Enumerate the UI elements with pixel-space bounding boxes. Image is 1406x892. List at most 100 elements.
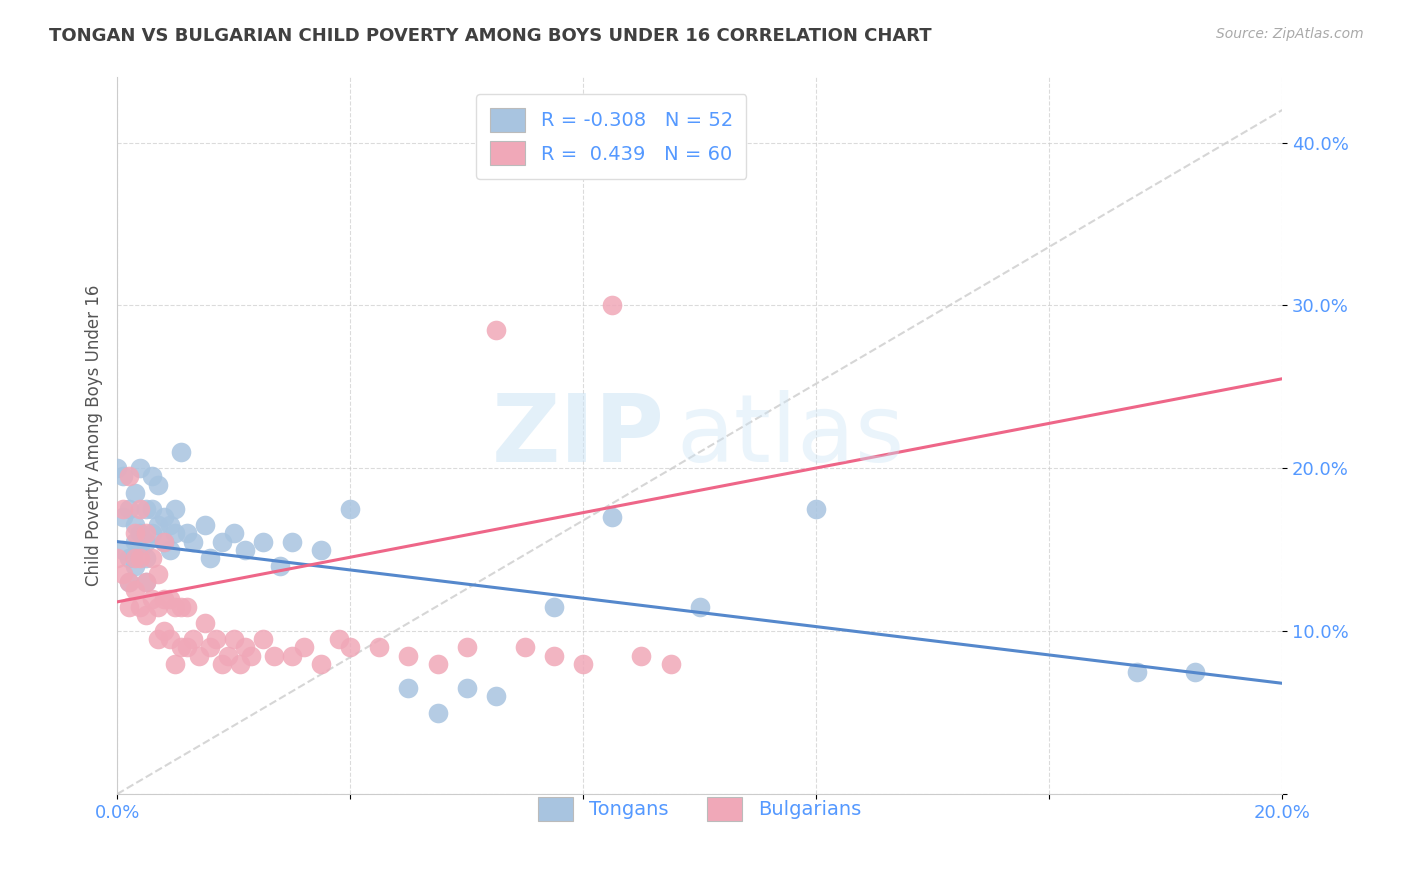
Y-axis label: Child Poverty Among Boys Under 16: Child Poverty Among Boys Under 16: [86, 285, 103, 586]
Point: [689, 599, 711, 614]
Point: [146, 477, 169, 491]
Point: [176, 526, 198, 541]
Point: [111, 567, 134, 582]
Point: [217, 648, 239, 663]
Point: [129, 599, 152, 614]
Point: [152, 510, 174, 524]
Point: [141, 591, 163, 606]
Point: [292, 640, 315, 655]
Point: [165, 502, 187, 516]
Point: [129, 542, 152, 557]
Point: [252, 632, 274, 647]
Point: [211, 534, 233, 549]
Point: [124, 583, 146, 598]
Point: [193, 518, 215, 533]
Point: [105, 550, 128, 565]
Point: [118, 575, 141, 590]
Point: [1125, 665, 1147, 679]
Point: [222, 632, 245, 647]
Point: [368, 640, 391, 655]
Point: [398, 648, 420, 663]
Point: [105, 461, 128, 475]
Point: [200, 640, 222, 655]
Point: [211, 657, 233, 671]
Point: [426, 706, 449, 720]
Point: [165, 657, 187, 671]
Point: [118, 550, 141, 565]
Point: [152, 624, 174, 639]
Point: [111, 469, 134, 483]
Point: [456, 681, 478, 696]
Point: [111, 502, 134, 516]
Point: [124, 534, 146, 549]
Point: [118, 599, 141, 614]
Point: [806, 502, 828, 516]
Point: [205, 632, 228, 647]
Point: [129, 502, 152, 516]
Point: [146, 599, 169, 614]
Point: [124, 526, 146, 541]
Point: [159, 591, 181, 606]
Point: [146, 518, 169, 533]
Point: [141, 502, 163, 516]
Point: [281, 534, 304, 549]
Point: [193, 615, 215, 630]
Point: [309, 657, 332, 671]
Point: [135, 534, 157, 549]
Point: [222, 526, 245, 541]
Point: [135, 607, 157, 622]
Point: [159, 518, 181, 533]
Point: [659, 657, 682, 671]
Point: [630, 648, 652, 663]
Point: [152, 534, 174, 549]
Point: [135, 575, 157, 590]
Point: [146, 567, 169, 582]
Point: [118, 502, 141, 516]
Point: [328, 632, 350, 647]
Point: [572, 657, 595, 671]
Point: [281, 648, 304, 663]
Point: [269, 559, 291, 574]
Text: atlas: atlas: [676, 390, 904, 482]
Point: [135, 575, 157, 590]
Point: [129, 461, 152, 475]
Point: [118, 575, 141, 590]
Point: [543, 599, 565, 614]
Point: [339, 502, 361, 516]
Point: [124, 550, 146, 565]
Point: [124, 559, 146, 574]
Point: [170, 599, 193, 614]
Point: [176, 599, 198, 614]
Point: [111, 542, 134, 557]
Point: [181, 534, 204, 549]
Point: [159, 632, 181, 647]
Point: [485, 323, 508, 337]
Point: [111, 510, 134, 524]
Point: [233, 542, 256, 557]
Point: [233, 640, 256, 655]
Point: [124, 518, 146, 533]
Point: [252, 534, 274, 549]
Point: [339, 640, 361, 655]
Point: [1184, 665, 1206, 679]
Text: TONGAN VS BULGARIAN CHILD POVERTY AMONG BOYS UNDER 16 CORRELATION CHART: TONGAN VS BULGARIAN CHILD POVERTY AMONG …: [49, 27, 932, 45]
Point: [543, 648, 565, 663]
Point: [170, 640, 193, 655]
Point: [141, 550, 163, 565]
Point: [602, 298, 624, 312]
Legend: Tongans, Bulgarians: Tongans, Bulgarians: [524, 783, 875, 835]
Point: [485, 690, 508, 704]
Point: [135, 502, 157, 516]
Point: [129, 526, 152, 541]
Text: ZIP: ZIP: [492, 390, 665, 482]
Point: [187, 648, 209, 663]
Point: [181, 632, 204, 647]
Point: [141, 469, 163, 483]
Point: [165, 599, 187, 614]
Point: [176, 640, 198, 655]
Point: [118, 469, 141, 483]
Point: [135, 550, 157, 565]
Point: [309, 542, 332, 557]
Point: [152, 534, 174, 549]
Point: [263, 648, 285, 663]
